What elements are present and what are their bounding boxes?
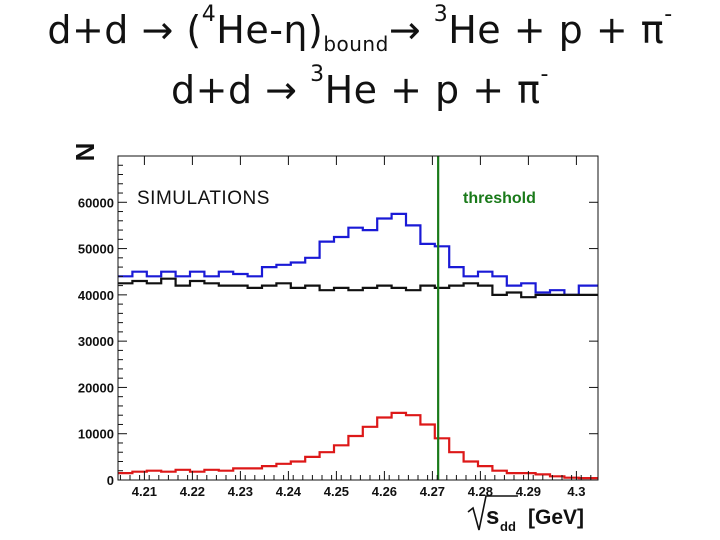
- axis-ticks: 0 10000 20000 30000 40000 50000 60000 4.21 4.22 4…: [78, 156, 598, 499]
- x-tick-label-2: 4.23: [228, 484, 253, 499]
- x-axis-label-s: s: [486, 503, 499, 530]
- title1-text-mid: He-η): [216, 8, 324, 52]
- series-layer: [118, 212, 598, 480]
- y-tick-label-3: 30000: [78, 334, 114, 349]
- slide-title-line-2: d+d → 3He + p + π-: [0, 64, 720, 113]
- x-tick-label-8: 4.29: [516, 484, 541, 499]
- slide-title-line-1: d+d → (4He-η)bound→ 3He + p + π-: [0, 4, 720, 57]
- plot-frame-border: [117, 155, 599, 481]
- title1-sup-1: 4: [201, 2, 217, 27]
- series-line-1: [118, 212, 598, 296]
- y-tick-label-4: 40000: [78, 288, 114, 303]
- x-tick-label-1: 4.22: [180, 484, 205, 499]
- title1-sup-3: -: [664, 2, 673, 27]
- y-tick-label-6: 60000: [78, 195, 114, 210]
- simulations-annotation: SIMULATIONS: [137, 188, 270, 209]
- series-line-3: [118, 411, 598, 480]
- y-axis-label: N: [70, 143, 100, 162]
- y-tick-label-1: 10000: [78, 427, 114, 442]
- x-tick-label-4: 4.25: [324, 484, 349, 499]
- x-axis-label: s dd [GeV]: [467, 495, 584, 534]
- title1-sub: bound: [323, 32, 389, 56]
- title1-arrow: →: [388, 8, 434, 52]
- x-axis-label-unit: [GeV]: [528, 506, 584, 529]
- x-tick-label-5: 4.26: [372, 484, 397, 499]
- x-tick-label-3: 4.24: [276, 484, 302, 499]
- x-tick-label-9: 4.3: [567, 484, 585, 499]
- x-tick-label-0: 4.21: [132, 484, 157, 499]
- title1-text-pre: d+d → (: [47, 8, 202, 52]
- title1-sup-2: 3: [433, 2, 449, 27]
- title1-text-post: He + p + π: [448, 8, 665, 52]
- threshold-label: threshold: [463, 190, 536, 207]
- title2-sup-1: 3: [310, 62, 325, 87]
- title2-sup-2: -: [540, 62, 549, 87]
- title2-text-pre: d+d →: [171, 68, 311, 112]
- title2-text-post: He + p + π: [324, 68, 541, 112]
- y-tick-label-2: 20000: [78, 380, 114, 395]
- y-tick-label-5: 50000: [78, 242, 114, 257]
- y-tick-label-0: 0: [107, 473, 114, 488]
- x-axis-label-sub: dd: [500, 519, 516, 534]
- x-tick-label-6: 4.27: [420, 484, 445, 499]
- sqrt-symbol: [467, 495, 518, 531]
- series-line-2: [118, 277, 598, 299]
